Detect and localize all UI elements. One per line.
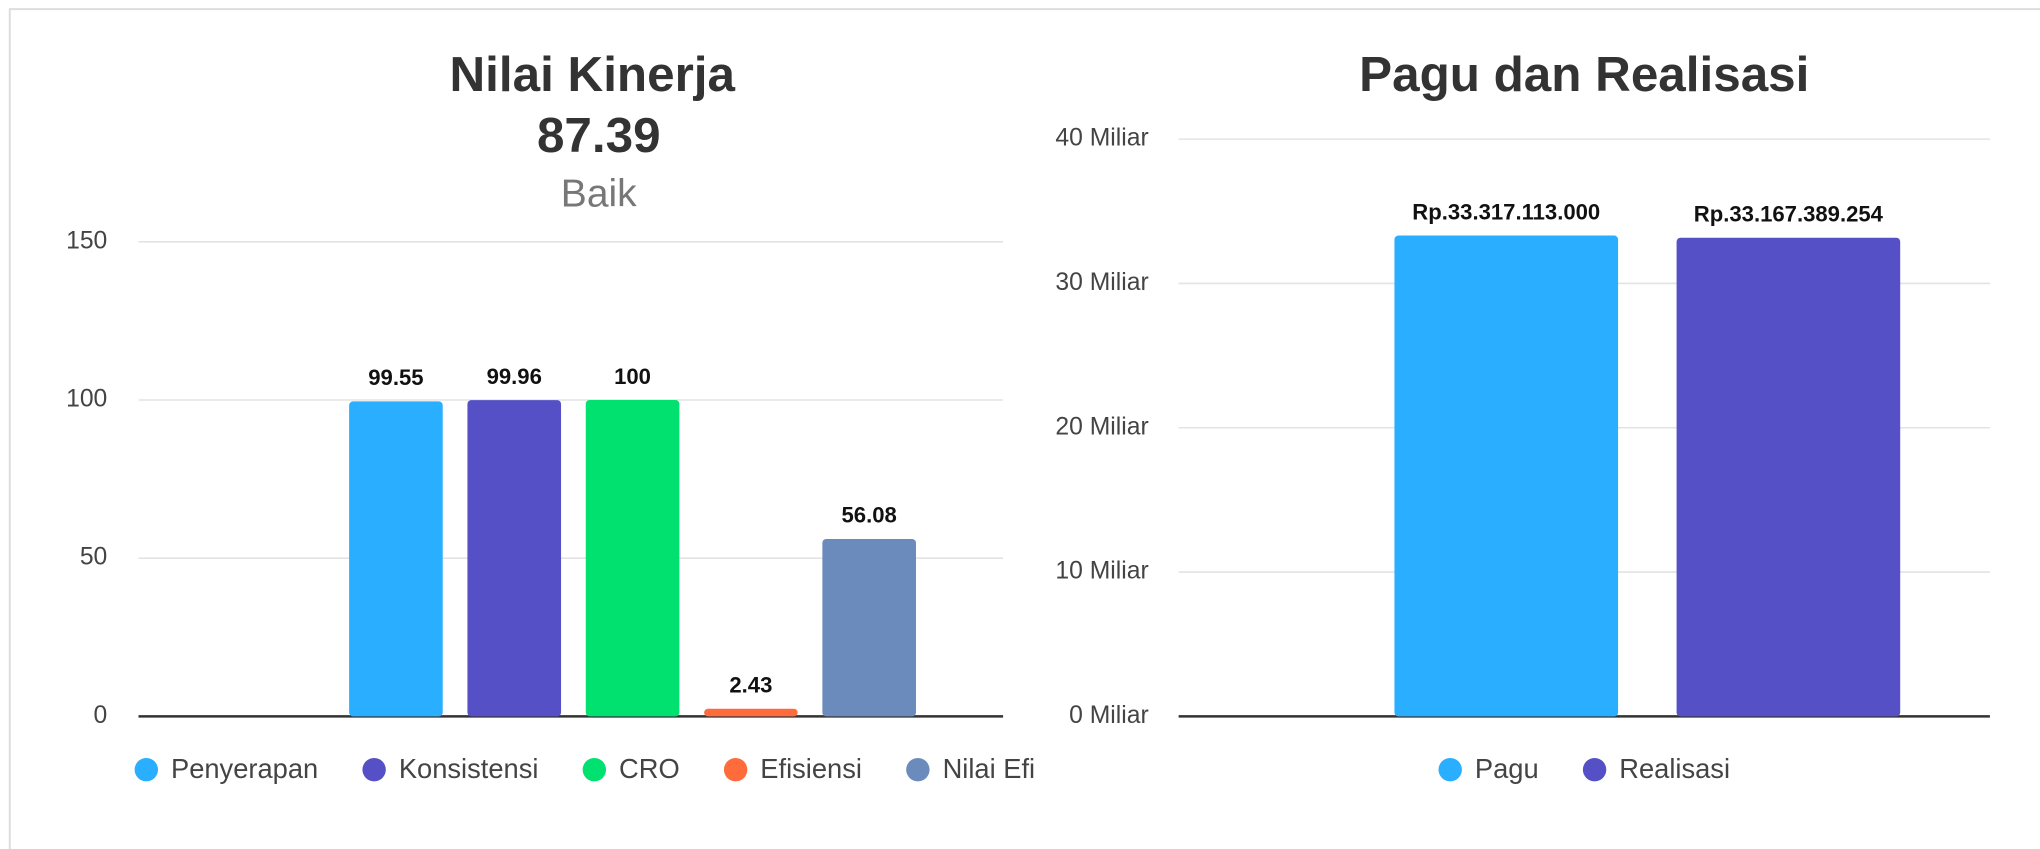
legend-label: Realisasi <box>1619 753 1730 784</box>
legend-label: Efisiensi <box>760 753 862 784</box>
data-label: 99.55 <box>368 365 423 390</box>
y-tick-label: 100 <box>66 386 107 413</box>
legend-label: Konsistensi <box>399 753 539 784</box>
y-tick-label: 0 <box>94 702 108 729</box>
bar <box>822 538 916 717</box>
legend-marker <box>1582 757 1607 782</box>
data-label: Rp.33.167.389.254 <box>1694 201 1884 226</box>
legend-marker <box>582 757 607 782</box>
chart-title: Nilai Kinerja <box>450 47 736 102</box>
y-tick-label: 10 Miliar <box>1055 558 1148 585</box>
legend-marker <box>134 757 158 782</box>
y-tick-label: 40 Miliar <box>1055 125 1148 152</box>
legend-label: Nilai Efi <box>943 753 1036 784</box>
y-tick-label: 20 Miliar <box>1055 413 1148 440</box>
bar <box>467 400 562 717</box>
data-label: 56.08 <box>842 503 897 528</box>
bar <box>704 708 798 717</box>
data-label: Rp.33.317.113.000 <box>1412 199 1600 224</box>
bar <box>1394 235 1619 717</box>
legend-marker <box>723 757 748 782</box>
legend-marker <box>1438 757 1462 782</box>
y-tick-label: 30 Miliar <box>1055 269 1148 296</box>
rating: Baik <box>561 173 637 216</box>
bar <box>585 400 680 717</box>
chart-title: Pagu dan Realisasi <box>1359 47 1809 102</box>
y-tick-label: 50 <box>80 544 107 571</box>
data-label: 99.96 <box>487 364 542 389</box>
data-label: 2.43 <box>729 672 772 697</box>
bar <box>349 401 443 717</box>
chart-subtitle: 87.39 <box>537 108 661 163</box>
legend-label: Penyerapan <box>171 753 318 784</box>
bar <box>1676 237 1901 717</box>
legend-marker <box>906 757 930 782</box>
legend-label: CRO <box>619 753 680 784</box>
y-tick-label: 150 <box>66 227 107 254</box>
y-tick-label: 0 Miliar <box>1069 702 1149 729</box>
legend-marker <box>362 757 386 782</box>
data-label: 100 <box>614 364 651 389</box>
legend-label: Pagu <box>1475 753 1539 784</box>
